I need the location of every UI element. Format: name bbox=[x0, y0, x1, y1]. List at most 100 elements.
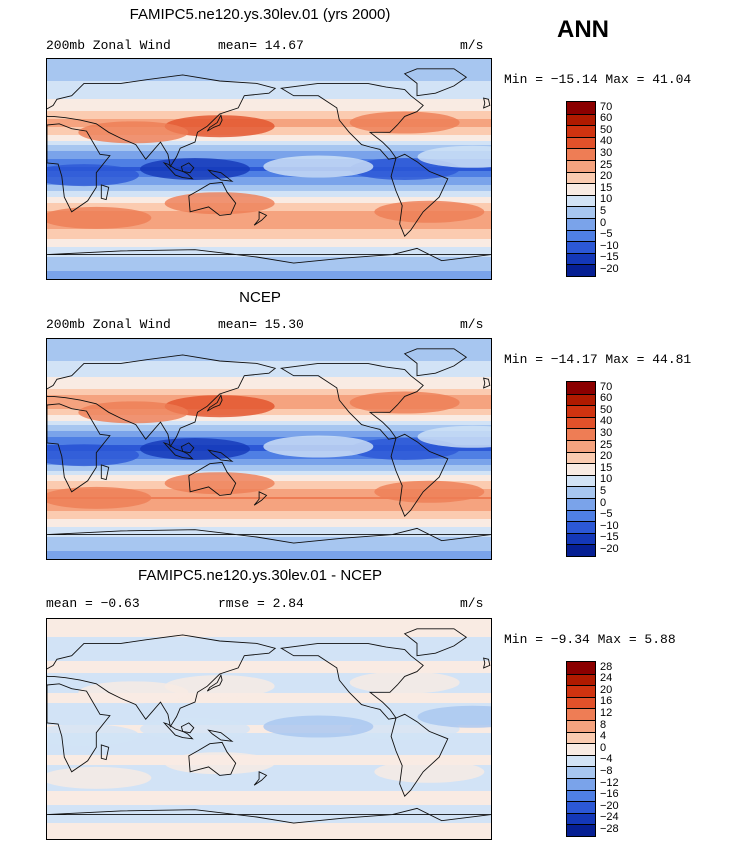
field-strip bbox=[47, 455, 491, 458]
colorbar-box bbox=[567, 662, 595, 675]
field-strip bbox=[47, 501, 491, 504]
field-strip bbox=[47, 259, 491, 262]
field-strip bbox=[47, 153, 491, 156]
field-strip bbox=[47, 465, 491, 468]
field-strip bbox=[47, 637, 491, 640]
field-strip bbox=[47, 73, 491, 76]
field-strip bbox=[47, 711, 491, 714]
colorbar-box bbox=[567, 171, 595, 184]
field-strip bbox=[47, 173, 491, 176]
coastline bbox=[253, 771, 268, 786]
colorbar-tick-label: 28 bbox=[600, 660, 613, 673]
field-strip bbox=[47, 249, 491, 252]
field-strip bbox=[47, 695, 491, 698]
field-strip bbox=[47, 89, 491, 92]
coastline bbox=[188, 461, 237, 496]
colorbar-box bbox=[567, 382, 595, 395]
field-strip bbox=[47, 147, 491, 150]
colorbar-box bbox=[567, 160, 595, 173]
field-strip bbox=[47, 251, 491, 254]
field-strip bbox=[47, 391, 491, 394]
field-strip bbox=[47, 75, 491, 78]
field-strip bbox=[47, 807, 491, 810]
field-strip bbox=[47, 511, 491, 514]
field-strip bbox=[47, 273, 491, 276]
field-anomaly bbox=[47, 724, 139, 747]
colorbar-box bbox=[567, 544, 595, 557]
field-strip bbox=[47, 463, 491, 466]
field-strip bbox=[47, 655, 491, 658]
colorbar-tick-label: −4 bbox=[600, 753, 613, 766]
field-strip bbox=[47, 65, 491, 68]
field-strip bbox=[47, 549, 491, 552]
field-anomaly bbox=[47, 206, 152, 229]
colorbar-tick-label: 40 bbox=[600, 135, 613, 148]
field-strip bbox=[47, 223, 491, 226]
field-strip bbox=[47, 755, 491, 758]
coastline bbox=[162, 441, 194, 460]
colorbar-box bbox=[567, 685, 595, 698]
field-strip bbox=[47, 175, 491, 178]
field-strip bbox=[47, 787, 491, 790]
coastline bbox=[390, 433, 449, 517]
field-strip bbox=[47, 827, 491, 830]
field-strip bbox=[47, 733, 491, 736]
field-strip bbox=[47, 719, 491, 722]
field-strip bbox=[47, 211, 491, 214]
coastline bbox=[279, 642, 424, 720]
field-strip bbox=[47, 383, 491, 386]
field-strip bbox=[47, 731, 491, 734]
field-strip bbox=[47, 541, 491, 544]
field-strip bbox=[47, 83, 491, 86]
field-strip bbox=[47, 159, 491, 162]
field-anomaly bbox=[349, 391, 460, 414]
colorbar-tick-label: 20 bbox=[600, 683, 613, 696]
field-strip bbox=[47, 377, 491, 380]
field-strip bbox=[47, 713, 491, 716]
field-strip bbox=[47, 131, 491, 134]
field-strip bbox=[47, 361, 491, 364]
field-strip bbox=[47, 363, 491, 366]
field-strip bbox=[47, 113, 491, 116]
field-strip bbox=[47, 669, 491, 672]
colorbar-box bbox=[567, 194, 595, 207]
field-strip bbox=[47, 523, 491, 526]
field-strip bbox=[47, 547, 491, 550]
field-strip bbox=[47, 771, 491, 774]
coastline bbox=[180, 162, 195, 174]
field-strip bbox=[47, 677, 491, 680]
field-strip bbox=[47, 527, 491, 530]
field-strip bbox=[47, 207, 491, 210]
field-anomaly bbox=[47, 444, 139, 467]
field-strip bbox=[47, 459, 491, 462]
field-anomaly bbox=[374, 200, 485, 223]
field-strip bbox=[47, 757, 491, 760]
field-strip bbox=[47, 419, 491, 422]
field-strip bbox=[47, 735, 491, 738]
field-strip bbox=[47, 837, 491, 839]
field-strip bbox=[47, 209, 491, 212]
field-strip bbox=[47, 667, 491, 670]
field-strip bbox=[47, 815, 491, 818]
field-strip bbox=[47, 751, 491, 754]
field-strip bbox=[47, 461, 491, 464]
field-strip bbox=[47, 643, 491, 646]
colorbar-box bbox=[567, 229, 595, 242]
field-strip bbox=[47, 267, 491, 270]
field-strip bbox=[47, 217, 491, 220]
field-strip bbox=[47, 707, 491, 710]
panel-3-minmax: Min = −9.34 Max = 5.88 bbox=[504, 632, 676, 647]
panel-3-map-svg bbox=[47, 619, 491, 839]
colorbar-box bbox=[567, 125, 595, 138]
coastline bbox=[188, 181, 237, 216]
colorbar-tick-label: 10 bbox=[600, 193, 613, 206]
field-strip bbox=[47, 393, 491, 396]
field-strip bbox=[47, 663, 491, 666]
colorbar-box bbox=[567, 708, 595, 721]
field-strip bbox=[47, 433, 491, 436]
field-strip bbox=[47, 397, 491, 400]
field-strip bbox=[47, 493, 491, 496]
field-strip bbox=[47, 417, 491, 420]
field-strip bbox=[47, 347, 491, 350]
field-strip bbox=[47, 799, 491, 802]
